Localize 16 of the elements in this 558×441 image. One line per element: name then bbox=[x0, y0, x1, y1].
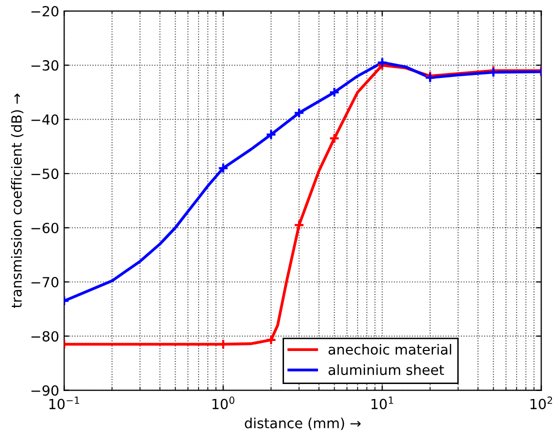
y-tick-label: −80 bbox=[31, 331, 58, 342]
x-axis-title: distance (mm) → bbox=[244, 418, 361, 430]
y-tick-label: −40 bbox=[31, 114, 58, 125]
y-tick-label: −50 bbox=[31, 168, 58, 180]
x-tick-label: 10$^{−1}$ bbox=[49, 396, 80, 410]
x-tick-label: 10$^{2}$ bbox=[530, 396, 552, 410]
y-tick-label: −70 bbox=[31, 276, 58, 288]
y-tick-label: −20 bbox=[31, 6, 58, 16]
legend-label: aluminium sheet bbox=[328, 364, 444, 376]
y-axis-title: transmission coefficient (dB) → bbox=[11, 94, 24, 308]
y-tick-label: −90 bbox=[31, 385, 58, 396]
x-tick-label: 10$^{1}$ bbox=[372, 396, 394, 410]
legend-label: anechoic material bbox=[328, 344, 452, 355]
y-tick-label: −60 bbox=[31, 222, 58, 234]
y-tick-label: −30 bbox=[31, 60, 58, 71]
x-tick-label: 10$^{0}$ bbox=[212, 396, 234, 410]
